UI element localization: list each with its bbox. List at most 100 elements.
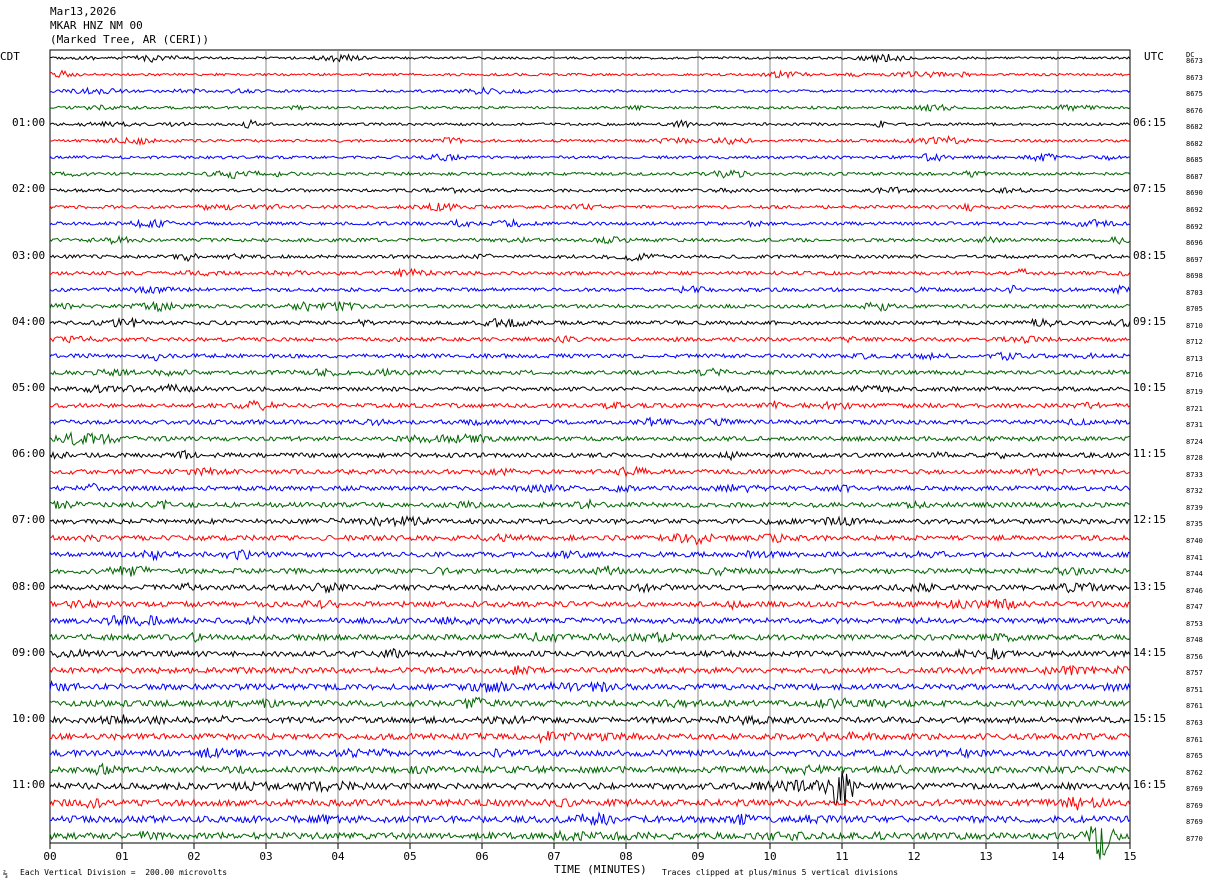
dc-offset-label: 8728 — [1186, 454, 1203, 463]
location-label: (Marked Tree, AR (CERI)) — [50, 33, 209, 46]
dc-label: DC — [1186, 51, 1195, 59]
trace-line — [49, 383, 1131, 394]
x-tick-label: 11 — [835, 850, 848, 863]
trace-line — [49, 565, 1131, 577]
x-axis-label: TIME (MINUTES) — [554, 863, 647, 876]
trace-line — [49, 449, 1131, 462]
trace-line — [49, 730, 1131, 745]
utc-hour-label: 13:15 — [1133, 579, 1167, 593]
dc-offset-label: 8716 — [1186, 371, 1203, 380]
x-tick-label: 06 — [475, 850, 488, 863]
dc-offset-label: 8746 — [1186, 586, 1203, 595]
dc-offset-label: 8673 — [1186, 57, 1203, 65]
dc-offset-label: 8676 — [1186, 106, 1203, 115]
dc-offset-label: 8697 — [1186, 255, 1203, 264]
trace-line — [49, 351, 1131, 362]
dc-offset-label: 8747 — [1186, 603, 1203, 612]
utc-hour-label: 09:15 — [1133, 314, 1167, 328]
trace-line — [49, 696, 1130, 710]
date-label: Mar13,2026 — [50, 5, 117, 18]
dc-offset-label: 8761 — [1186, 702, 1203, 711]
left-timezone-label: CDT — [0, 50, 20, 63]
trace-line — [49, 416, 1131, 427]
x-tick-label: 05 — [403, 850, 416, 863]
station-label: MKAR HNZ NM 00 — [50, 19, 143, 32]
dc-offset-label: 8740 — [1186, 536, 1203, 545]
dc-offset-label: 8735 — [1186, 520, 1203, 529]
trace-line — [49, 201, 1131, 212]
utc-hour-label: 16:15 — [1133, 778, 1167, 792]
dc-offset-label: 8682 — [1186, 139, 1203, 148]
utc-hour-label: 11:15 — [1133, 447, 1167, 461]
utc-hour-label: 12:15 — [1133, 513, 1167, 527]
utc-hour-label: 08:15 — [1133, 248, 1167, 262]
dc-offset-label: 8765 — [1186, 752, 1203, 761]
x-tick-label: 15 — [1123, 850, 1136, 863]
dc-offset-label: 8690 — [1186, 189, 1203, 198]
scale-note: Each Vertical Division = 200.00 microvol… — [20, 868, 228, 877]
dc-offset-label: 8732 — [1186, 487, 1203, 496]
x-tick-label: 09 — [691, 850, 704, 863]
trace-line — [49, 217, 1131, 230]
dc-offset-label: 8733 — [1186, 470, 1203, 479]
trace-line — [49, 826, 1131, 860]
x-tick-label: 00 — [43, 850, 56, 863]
cdt-hour-label: 06:00 — [12, 447, 46, 461]
dc-offset-label: 8741 — [1186, 553, 1203, 562]
x-tick-label: 01 — [115, 850, 128, 863]
clip-note: Traces clipped at plus/minus 5 vertical … — [662, 868, 899, 877]
trace-line — [49, 598, 1131, 611]
trace-line — [49, 335, 1131, 345]
x-tick-label: 08 — [619, 850, 632, 863]
dc-offset-label: 8687 — [1186, 172, 1203, 181]
x-tick-label: 02 — [187, 850, 200, 863]
trace-line — [49, 465, 1131, 478]
dc-offset-label: 8769 — [1186, 818, 1203, 827]
utc-hour-label: 10:15 — [1133, 381, 1167, 394]
trace-line — [49, 267, 1131, 278]
dc-offset-label: 8748 — [1186, 636, 1203, 645]
trace-line — [49, 796, 1131, 811]
trace-line — [49, 770, 1131, 806]
trace-line — [49, 316, 1131, 328]
dc-offset-label: 8761 — [1186, 735, 1203, 744]
trace-line — [49, 186, 1131, 195]
dc-offset-label: 8756 — [1186, 652, 1203, 661]
cdt-hour-label: 09:00 — [12, 645, 46, 659]
trace-line — [49, 482, 1131, 494]
dc-offset-label: 8739 — [1186, 503, 1203, 512]
trace-line — [49, 367, 1131, 378]
dc-offset-label: 8751 — [1186, 685, 1203, 694]
utc-hour-label: 06:15 — [1133, 116, 1167, 130]
dc-offset-label: 8705 — [1186, 305, 1203, 314]
trace-line — [49, 549, 1131, 562]
cdt-hour-label: 02:00 — [12, 182, 46, 196]
trace-line — [49, 53, 1131, 64]
dc-offset-label: 8753 — [1186, 619, 1203, 628]
x-tick-label: 03 — [259, 850, 272, 863]
trace-line — [49, 152, 1131, 163]
cdt-hour-label: 08:00 — [12, 579, 46, 593]
trace-line — [49, 497, 1131, 510]
dc-offset-label: 8769 — [1186, 801, 1203, 810]
trace-line — [49, 284, 1131, 296]
dc-offset-label: 8696 — [1186, 239, 1203, 248]
dc-offset-label: 8721 — [1186, 404, 1203, 413]
cdt-hour-label: 03:00 — [12, 248, 46, 262]
x-tick-label: 14 — [1051, 850, 1065, 863]
utc-hour-label: 07:15 — [1133, 182, 1167, 196]
dc-offset-label: 8719 — [1186, 388, 1203, 396]
trace-line — [49, 581, 1131, 594]
dc-offset-label: 8713 — [1186, 354, 1203, 363]
trace-line — [49, 118, 1131, 129]
cdt-hour-label: 07:00 — [12, 513, 46, 527]
utc-hour-label: 14:15 — [1133, 645, 1167, 659]
dc-offset-label: 8731 — [1186, 421, 1203, 430]
x-tick-label: 10 — [763, 850, 776, 863]
dc-offset-label: 8757 — [1186, 669, 1203, 678]
trace-line — [49, 631, 1131, 644]
trace-line — [49, 300, 1131, 313]
trace-line — [49, 86, 1131, 96]
trace-line — [49, 234, 1131, 246]
